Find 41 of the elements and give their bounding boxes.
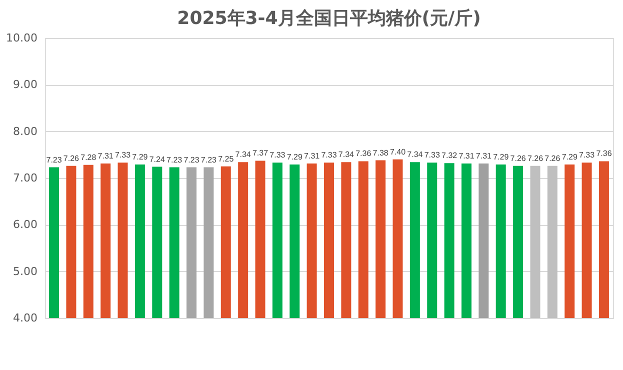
data-label: 7.26: [510, 154, 526, 163]
data-label: 7.31: [476, 152, 492, 161]
data-label: 7.36: [596, 149, 612, 158]
data-label: 7.23: [184, 155, 200, 164]
data-label: 7.25: [218, 154, 234, 164]
data-label: 7.31: [304, 152, 320, 161]
y-tick-label: 8.00: [13, 124, 38, 138]
data-label: 7.33: [114, 150, 132, 160]
data-label: 7.32: [442, 151, 458, 160]
data-label: 7.33: [579, 150, 596, 160]
data-label: 7.34: [235, 150, 252, 160]
data-label: 7.29: [286, 152, 303, 162]
data-label: 7.29: [493, 152, 510, 162]
data-label: 7.24: [149, 154, 166, 164]
data-label: 7.23: [200, 155, 218, 164]
data-label: 7.33: [424, 150, 440, 160]
data-label: 7.26: [544, 154, 561, 163]
y-tick-label: 10.00: [6, 32, 38, 44]
y-tick-label: 7.00: [13, 172, 38, 184]
data-label: 7.31: [98, 152, 114, 161]
y-tick-label: 4.00: [13, 312, 38, 324]
y-tick-label: 9.00: [13, 78, 38, 92]
data-label: 7.36: [356, 149, 372, 158]
data-label: 7.28: [80, 152, 97, 162]
y-tick-label: 5.00: [13, 264, 38, 278]
data-label: 7.38: [372, 148, 389, 158]
data-label: 7.23: [166, 155, 183, 164]
data-label: 7.33: [321, 150, 338, 160]
data-label: 7.26: [63, 154, 80, 163]
data-label: 7.31: [458, 152, 475, 161]
data-label: 7.33: [270, 150, 286, 160]
data-label: 7.34: [338, 150, 355, 160]
data-label: 7.37: [252, 148, 269, 158]
data-label: 7.29: [132, 152, 148, 162]
data-label: 7.26: [527, 154, 544, 163]
data-label: 7.29: [562, 152, 578, 162]
data-label: 7.34: [407, 150, 424, 160]
data-label: 7.40: [390, 147, 406, 156]
data-label: 7.23: [46, 155, 62, 164]
chart-title: 2025年3-4月全国日平均猪价(元/斤): [177, 8, 481, 29]
y-tick-label: 6.00: [13, 218, 38, 232]
